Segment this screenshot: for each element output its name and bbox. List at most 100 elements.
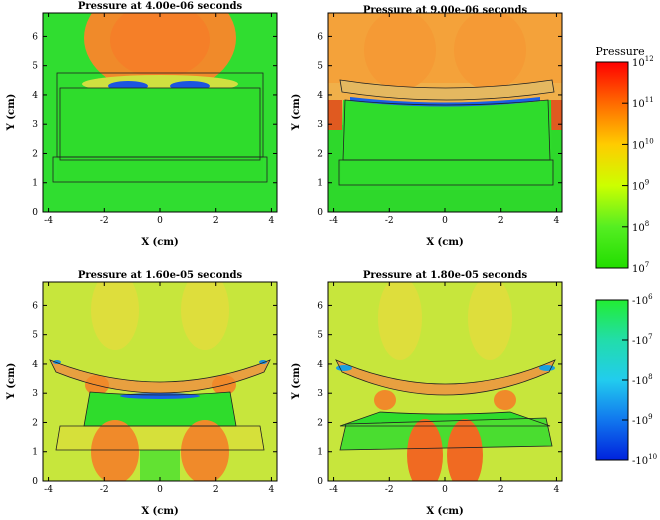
y-tick-label: 3 [32, 389, 38, 399]
colorbar-tick-label: -108 [632, 373, 653, 387]
y-tick-label: 6 [32, 32, 38, 42]
upper-lobe-left [364, 13, 436, 90]
tip-left [336, 365, 352, 371]
x-axis-label: X (cm) [141, 506, 178, 517]
panel-4-title: Pressure at 1.80e-05 seconds [363, 270, 528, 281]
x-axis-label: X (cm) [426, 506, 463, 517]
y-tick-label: 1 [32, 179, 38, 189]
y-tick-label: 4 [317, 360, 323, 370]
x-tick-label: -4 [44, 485, 53, 495]
x-tick-label: -2 [385, 216, 394, 226]
y-tick-label: 3 [32, 120, 38, 130]
x-tick-label: 0 [442, 216, 448, 226]
y-tick-label: 3 [317, 389, 323, 399]
x-tick-label: -2 [100, 216, 109, 226]
panel-3: Pressure at 1.60e-05 seconds X (cm) Y (c… [6, 270, 278, 517]
panel-1: Pressure at 4.00e-06 seconds X (cm) Y (c… [6, 1, 278, 248]
block-region [84, 392, 236, 426]
jet-right [181, 420, 229, 481]
y-tick-label: 6 [317, 301, 323, 311]
hot-spot-right [494, 390, 516, 410]
base-region [56, 426, 264, 450]
colorbar-tick-label: 108 [632, 220, 649, 234]
upper-lobe-left [378, 282, 422, 360]
colorbar-gradient [595, 61, 629, 269]
liner-region [336, 360, 555, 395]
x-tick-label: 2 [213, 216, 219, 226]
x-tick-label: 2 [498, 485, 504, 495]
x-tick-label: 2 [213, 485, 219, 495]
x-tick-label: 2 [498, 216, 504, 226]
base-outline [55, 425, 265, 451]
x-tick-label: 0 [157, 216, 163, 226]
x-axis-label: X (cm) [426, 237, 463, 248]
y-tick-label: 5 [32, 62, 38, 72]
field-bg [328, 282, 562, 481]
colorbar-tick-label: -1010 [632, 453, 657, 467]
y-tick-label: 0 [32, 477, 38, 487]
y-axis-label: Y (cm) [291, 94, 302, 132]
high-pressure-core [110, 13, 210, 78]
y-tick-label: 4 [32, 91, 38, 101]
colorbar-tick-label: 1012 [632, 55, 654, 69]
upper-lobe-right [468, 282, 512, 360]
low-pressure-band [120, 393, 200, 399]
liner-region [340, 80, 554, 100]
y-tick-label: 2 [317, 149, 323, 159]
y-tick-label: 2 [32, 149, 38, 159]
stem-field [140, 450, 180, 481]
x-tick-label: -4 [44, 216, 53, 226]
x-tick-label: 4 [554, 216, 560, 226]
block-region [340, 100, 552, 190]
y-axis-label: Y (cm) [291, 363, 302, 401]
tip-left [53, 360, 61, 364]
x-axis-label: X (cm) [141, 237, 178, 248]
base-outline [338, 159, 554, 186]
x-tick-label: -4 [329, 485, 338, 495]
upper-lobe-right [181, 282, 229, 350]
y-tick-label: 2 [317, 418, 323, 428]
panel-2-title: Pressure at 9.00e-06 seconds [363, 5, 528, 16]
y-tick-label: 2 [32, 418, 38, 428]
y-axis-label: Y (cm) [6, 94, 17, 132]
x-tick-label: 4 [554, 485, 560, 495]
y-tick-label: 4 [317, 91, 323, 101]
y-tick-label: 5 [317, 331, 323, 341]
y-tick-label: 0 [317, 477, 323, 487]
block-outline [342, 99, 551, 161]
panel-2: Pressure at 9.00e-06 seconds X (cm) Y (c… [291, 5, 563, 248]
right-side-band [548, 100, 562, 130]
block-outline [339, 411, 551, 427]
block-region [57, 88, 263, 182]
base-outline [52, 156, 268, 183]
y-tick-label: 1 [317, 179, 323, 189]
upper-lobe-left [91, 282, 139, 350]
y-tick-label: 1 [32, 448, 38, 458]
base-outline [339, 417, 553, 451]
y-tick-label: 3 [317, 120, 323, 130]
x-tick-label: -2 [385, 485, 394, 495]
x-tick-label: -2 [100, 485, 109, 495]
colorbar-tick-label: 1010 [632, 137, 654, 151]
block-outline [83, 391, 237, 427]
panel-3-title: Pressure at 1.60e-05 seconds [78, 270, 243, 281]
y-tick-label: 1 [317, 448, 323, 458]
colorbar-tick-label: -107 [632, 333, 653, 347]
y-axis-label: Y (cm) [6, 363, 17, 401]
colorbar-tick-label: -106 [632, 293, 653, 307]
tip-right [259, 360, 267, 364]
jet-left [407, 419, 443, 481]
x-tick-label: 0 [442, 485, 448, 495]
colorbar-tick-label: 109 [632, 179, 649, 193]
upper-lobe-right [454, 13, 526, 90]
x-tick-label: 4 [269, 216, 275, 226]
colorbar-title: Pressure [595, 45, 644, 58]
y-tick-label: 6 [32, 301, 38, 311]
x-tick-label: 4 [269, 485, 275, 495]
jet-right [447, 419, 483, 481]
liner-outline [339, 79, 555, 101]
colorbar-tick-label: 107 [632, 261, 649, 275]
tip-right [539, 365, 555, 371]
colorbar-tick-label: 1011 [632, 96, 654, 110]
x-tick-label: -4 [329, 216, 338, 226]
